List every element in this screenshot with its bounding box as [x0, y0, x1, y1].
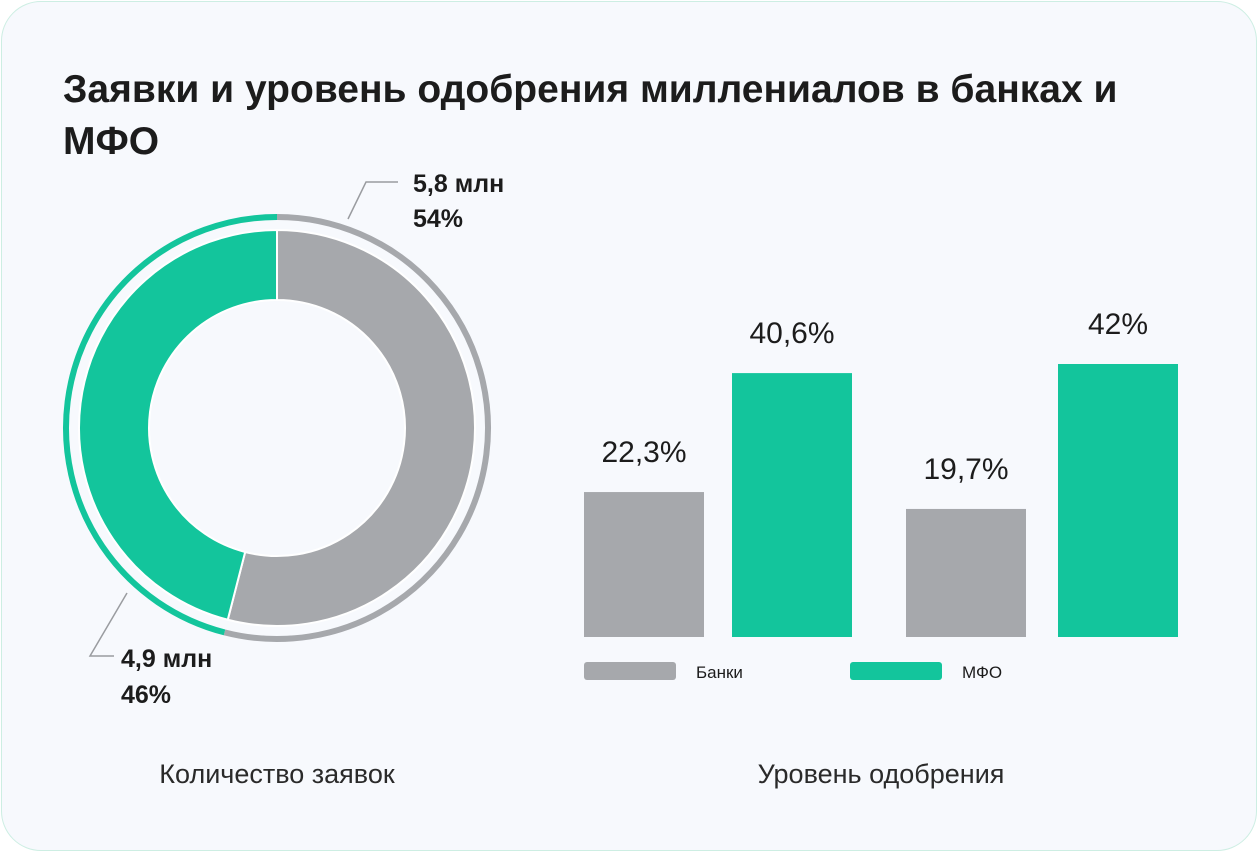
pie-outer-ring-banks — [223, 214, 491, 642]
bar-value-label-mfo-1: 40,6% — [749, 317, 834, 350]
donut-caption: Количество заявок — [159, 759, 395, 789]
legend: Банки МФО — [584, 662, 1002, 682]
leader-line-banks — [347, 181, 398, 220]
legend-label-banks: Банки — [696, 663, 743, 682]
leader-line-mfo — [88, 592, 128, 657]
slice-percent-label-mfo: 46% — [121, 681, 171, 709]
pie-slice-banks — [226, 228, 476, 627]
bar-banks-2 — [906, 508, 1026, 637]
bar-caption: Уровень одобрения — [758, 759, 1005, 789]
legend-label-mfo: МФО — [962, 663, 1002, 682]
bar-value-label-banks-1: 22,3% — [601, 436, 686, 469]
slice-value-label-mfo: 4,9 млн — [121, 645, 212, 673]
bar-mfo-2 — [1058, 364, 1178, 637]
chart-title: Заявки и уровень одобрения миллениалов в… — [63, 68, 1118, 163]
bar-chart: 22,3% 19,7% 40,6% 42% — [584, 308, 1178, 637]
bar-value-label-banks-2: 19,7% — [923, 453, 1008, 486]
bar-value-label-mfo-2: 42% — [1088, 308, 1148, 341]
pie-slice-mfo — [78, 228, 278, 621]
pie-outer-ring-mfo — [63, 214, 278, 636]
donut-chart: 5,8 млн 54% 4,9 млн 46% — [63, 170, 504, 709]
slice-percent-label-banks: 54% — [413, 205, 463, 233]
legend-swatch-banks — [584, 662, 676, 680]
slice-value-label-banks: 5,8 млн — [413, 170, 504, 198]
bar-mfo-1 — [732, 373, 852, 637]
legend-swatch-mfo — [850, 662, 942, 680]
bar-banks-1 — [584, 492, 704, 637]
